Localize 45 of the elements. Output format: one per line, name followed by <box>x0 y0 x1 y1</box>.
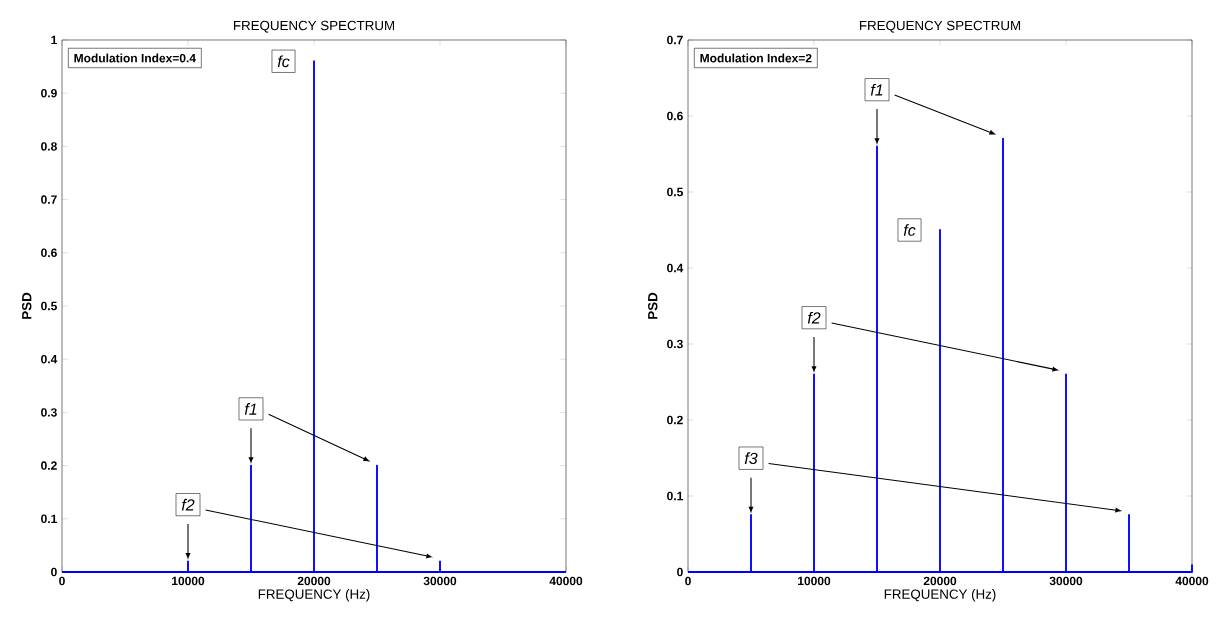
annotation: f1 <box>870 83 883 96</box>
x-tick-label: 30000 <box>423 576 457 586</box>
x-axis-title: FREQUENCY (Hz) <box>884 589 996 602</box>
y-tick-label: 0 <box>677 567 683 577</box>
x-tick-label: 10000 <box>172 576 205 586</box>
annotation: fc <box>903 224 916 236</box>
annotation: fc <box>277 55 290 68</box>
line-series <box>687 137 1193 573</box>
x-tick-label: 20000 <box>297 576 331 586</box>
y-tick-label: 0.6 <box>667 111 683 121</box>
y-tick-label: 0.5 <box>667 187 683 197</box>
y-tick-label: 0.4 <box>41 354 58 364</box>
x-tick-label: 10000 <box>798 576 831 586</box>
x-tick-label: 0 <box>685 576 691 586</box>
x-tick-label: 40000 <box>549 576 583 586</box>
annotation: Modulation Index=0.4 <box>74 53 196 63</box>
y-tick-label: 0.8 <box>41 142 57 151</box>
y-tick-label: 0.9 <box>41 88 57 98</box>
y-tick-label: 0.1 <box>41 514 57 524</box>
y-tick-label: 0.7 <box>41 195 57 204</box>
annotation: Modulation Index=2 <box>700 53 812 63</box>
x-tick-label: 0 <box>59 576 65 586</box>
y-tick-label: 0.2 <box>41 461 57 470</box>
y-tick-label: 0.7 <box>667 35 683 45</box>
x-tick-label: 30000 <box>1049 576 1083 586</box>
y-tick-label: 0.6 <box>41 248 57 258</box>
annotation: f3 <box>744 452 758 465</box>
y-tick-label: 0.1 <box>667 491 683 501</box>
x-tick-label: 40000 <box>1175 576 1209 586</box>
y-tick-label: 1 <box>51 35 57 45</box>
chart-title: FREQUENCY SPECTRUM <box>859 20 1021 33</box>
y-tick-label: 0.3 <box>41 408 57 417</box>
chart-title: FREQUENCY SPECTRUM <box>233 20 395 33</box>
annotation: f1 <box>244 403 257 415</box>
y-tick-label: 0.3 <box>667 339 683 349</box>
y-tick-label: 0.4 <box>667 263 684 273</box>
x-tick-label: 20000 <box>923 576 957 586</box>
y-tick-label: 0.5 <box>41 301 57 311</box>
y-axis-title: PSD <box>22 292 32 319</box>
annotation: f2 <box>807 311 821 324</box>
y-tick-label: 0.2 <box>667 415 683 425</box>
annotation: f2 <box>181 498 195 511</box>
y-axis-title: PSD <box>648 292 658 319</box>
y-tick-label: 0 <box>51 567 57 577</box>
x-axis-title: FREQUENCY (Hz) <box>258 589 370 602</box>
